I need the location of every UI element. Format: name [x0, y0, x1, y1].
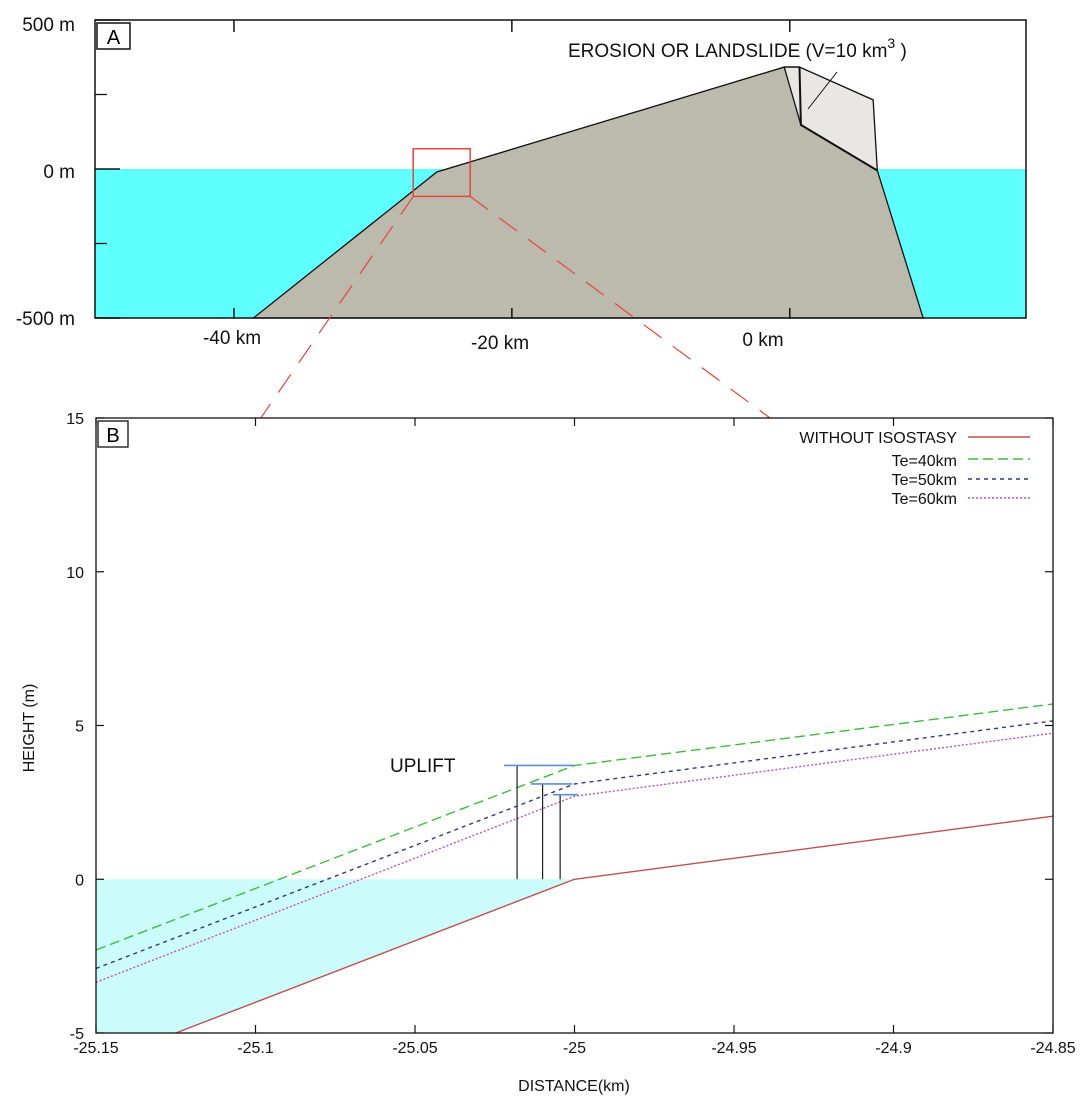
panel-b-xtick-label: -25 — [563, 1040, 586, 1057]
panel-b-legend: WITHOUT ISOSTASY Te=40km Te=50km Te=60km — [799, 430, 1030, 508]
panel-b-sea — [96, 879, 575, 1033]
panel-a-annotation-close: ) — [895, 41, 907, 62]
panel-a-label-box — [96, 22, 131, 50]
panel-a: A EROSION OR LANDSLIDE (V=10 km3 ) 500 m… — [16, 15, 1027, 354]
panel-a-annotation-superscript: 3 — [887, 35, 895, 51]
series-line-2 — [95, 720, 1054, 970]
panel-a-xtick-label: 0 km — [742, 330, 783, 351]
panel-a-label: A — [107, 27, 121, 49]
panel-b-xtick-label: -25.15 — [73, 1040, 118, 1057]
panel-b-frame — [95, 417, 1054, 1034]
legend-label-without-isostasy: WITHOUT ISOSTASY — [799, 430, 957, 447]
panel-a-inset-box — [412, 147, 471, 198]
panel-a-xtick-label: -20 km — [471, 333, 529, 354]
panel-b-ytick-label: 15 — [66, 411, 84, 428]
panel-b-x-axis-label-text: DISTANCE(km) — [518, 1078, 630, 1095]
panel-a-frame — [94, 19, 1027, 319]
series-line-1 — [95, 703, 1054, 951]
panel-b-x-axis-label: DISTANCE(km) — [518, 1078, 630, 1095]
panel-a-ytick-label: 500 m — [22, 15, 75, 36]
panel-b-ytick-label: -5 — [70, 1026, 84, 1043]
panel-b-ytick-label: 10 — [66, 565, 84, 582]
panel-a-annotation-main: EROSION OR LANDSLIDE (V=10 km — [568, 41, 887, 62]
panel-b-ytick-label: 5 — [75, 719, 84, 736]
legend-label-te50: Te=50km — [892, 472, 957, 489]
panel-a-annotation-leader — [807, 71, 838, 110]
panel-b-xtick-label: -24.9 — [875, 1040, 912, 1057]
panel-a-removed-block — [783, 66, 879, 172]
panel-b-label-box — [97, 420, 129, 448]
panel-b-series-lines — [95, 703, 1054, 1034]
panel-b-ytick-label: 0 — [75, 872, 84, 889]
panel-b-uplift-label: UPLIFT — [390, 756, 456, 777]
zoom-connector-right — [469, 195, 771, 419]
panel-a-xtick-label: -40 km — [203, 328, 261, 349]
series-line-0 — [175, 815, 1054, 1034]
legend-label-te40: Te=40km — [892, 453, 957, 470]
panel-b-y-axis-label: HEIGHT (m) — [21, 684, 38, 773]
legend-label-te60: Te=60km — [892, 491, 957, 508]
panel-b: -5 0 5 10 15 -25.15 -25.1 -25.05 -25 -24.95 -24.9 -… — [21, 411, 1076, 1095]
panel-b-uplift-markers — [504, 764, 578, 880]
panel-a-ytick-label: -500 m — [16, 309, 75, 330]
panel-b-xtick-label: -24.95 — [711, 1040, 756, 1057]
panel-b-ticks: -5 0 5 10 15 -25.15 -25.1 -25.05 -25 -24.95 -24.9 -… — [66, 411, 1076, 1057]
panel-b-xtick-label: -25.05 — [392, 1040, 437, 1057]
panel-b-xtick-label: -24.85 — [1030, 1040, 1075, 1057]
panel-a-ytick-label: 0 m — [43, 162, 75, 183]
panel-b-xtick-label: -25.1 — [237, 1040, 274, 1057]
zoom-connector-left — [255, 196, 414, 426]
panel-a-landslide-scar — [798, 67, 878, 172]
panel-b-label: B — [106, 425, 119, 447]
panel-a-annotation: EROSION OR LANDSLIDE (V=10 km3 ) — [568, 35, 907, 62]
series-line-3 — [95, 732, 1054, 983]
